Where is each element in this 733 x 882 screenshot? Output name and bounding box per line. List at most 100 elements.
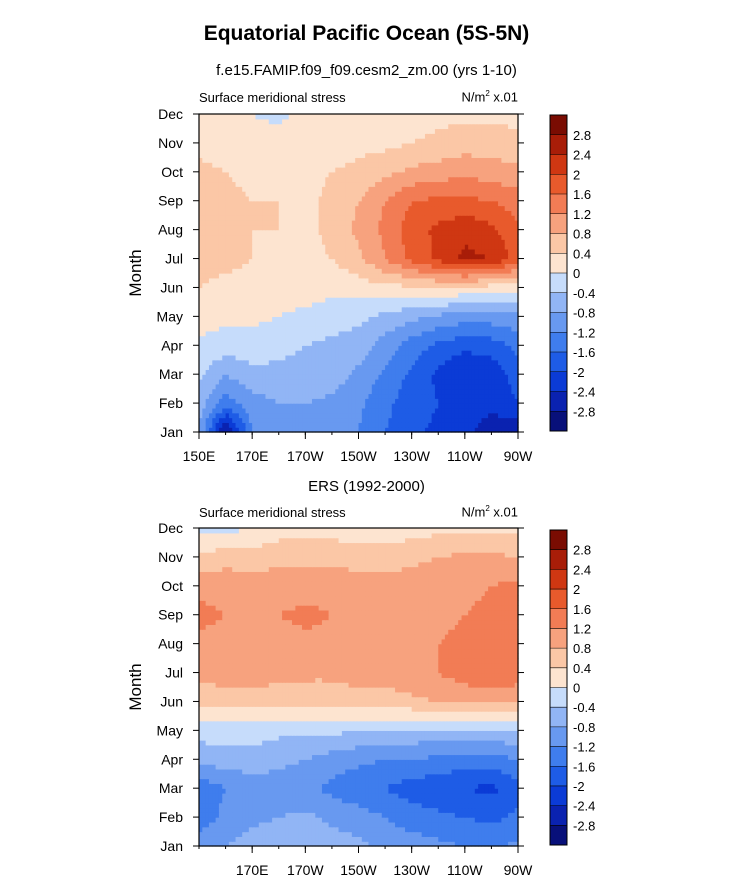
field-cell: [488, 359, 493, 366]
field-cell: [238, 248, 243, 255]
field-cell: [278, 321, 283, 327]
field-cell: [375, 388, 380, 395]
field-cell: [235, 326, 240, 332]
field-cell: [385, 326, 389, 332]
field-cell: [408, 364, 413, 370]
field-cell: [202, 388, 207, 395]
field-cell: [285, 210, 290, 216]
field-cell: [378, 427, 383, 433]
field-cell: [358, 383, 363, 390]
field-cell: [434, 273, 439, 279]
field-cell: [315, 205, 320, 211]
field-cell: [504, 268, 509, 274]
field-cell: [451, 345, 456, 351]
field-cell: [474, 369, 479, 375]
field-cell: [398, 191, 403, 197]
field-cell: [501, 311, 506, 317]
field-cell: [488, 350, 493, 356]
field-cell: [338, 311, 343, 317]
field-cell: [454, 383, 459, 390]
field-cell: [398, 301, 403, 308]
field-cell: [321, 427, 326, 433]
field-cell: [438, 306, 443, 313]
field-cell: [498, 287, 502, 293]
field-cell: [255, 268, 260, 274]
field-cell: [451, 321, 456, 327]
field-cell: [421, 253, 426, 260]
field-cell: [335, 359, 340, 366]
field-cell: [208, 277, 213, 284]
field-cell: [358, 316, 363, 322]
field-cell: [424, 258, 429, 264]
field-cell: [381, 340, 386, 346]
field-cell: [225, 258, 230, 264]
field-cell: [371, 253, 376, 260]
field-cell: [401, 383, 406, 390]
field-cell: [238, 186, 243, 192]
field-cell: [255, 277, 260, 284]
field-cell: [258, 407, 263, 414]
field-cell: [378, 340, 383, 346]
field-cell: [491, 195, 496, 202]
field-cell: [468, 388, 473, 395]
field-cell: [358, 345, 363, 351]
field-cell: [491, 229, 496, 236]
field-cell: [371, 316, 376, 322]
field-cell: [255, 354, 260, 361]
field-cell: [464, 330, 469, 337]
field-cell: [218, 181, 223, 187]
field-cell: [511, 191, 516, 197]
field-cell: [378, 398, 383, 404]
field-cell: [418, 393, 423, 399]
field-cell: [355, 350, 360, 356]
field-cell: [481, 248, 486, 255]
field-cell: [385, 301, 389, 308]
field-cell: [411, 191, 416, 197]
field-cell: [511, 321, 516, 327]
field-cell: [494, 229, 499, 236]
field-cell: [468, 321, 473, 327]
field-cell: [371, 422, 376, 428]
field-cell: [468, 330, 473, 337]
field-cell: [451, 388, 456, 395]
field-cell: [265, 258, 270, 264]
field-cell: [222, 379, 227, 385]
field-cell: [361, 191, 366, 197]
field-cell: [222, 287, 227, 293]
field-cell: [398, 359, 403, 366]
field-cell: [298, 316, 303, 322]
field-cell: [464, 374, 469, 380]
field-cell: [464, 388, 469, 395]
field-cell: [242, 340, 247, 346]
field-cell: [302, 297, 306, 303]
field-cell: [248, 244, 253, 250]
field-cell: [504, 311, 509, 317]
field-cell: [298, 412, 303, 419]
field-cell: [265, 330, 270, 337]
field-cell: [282, 326, 286, 332]
field-cell: [235, 407, 240, 414]
field-cell: [398, 354, 403, 361]
field-cell: [242, 268, 247, 274]
field-cell: [348, 359, 353, 366]
field-cell: [375, 393, 380, 399]
field-cell: [341, 335, 346, 342]
field-cell: [278, 191, 283, 197]
field-cell: [471, 195, 476, 202]
field-cell: [418, 234, 423, 240]
field-cell: [494, 326, 499, 332]
field-cell: [408, 292, 413, 298]
field-cell: [388, 321, 393, 327]
field-cell: [471, 393, 476, 399]
field-cell: [388, 210, 393, 216]
field-cell: [238, 306, 243, 313]
field-cell: [494, 340, 499, 346]
field-cell: [222, 200, 227, 207]
field-cell: [444, 200, 449, 207]
field-cell: [498, 427, 502, 433]
field-cell: [335, 427, 340, 433]
field-cell: [272, 181, 277, 187]
field-cell: [381, 253, 386, 260]
field-cell: [341, 407, 346, 414]
field-cell: [331, 345, 336, 351]
